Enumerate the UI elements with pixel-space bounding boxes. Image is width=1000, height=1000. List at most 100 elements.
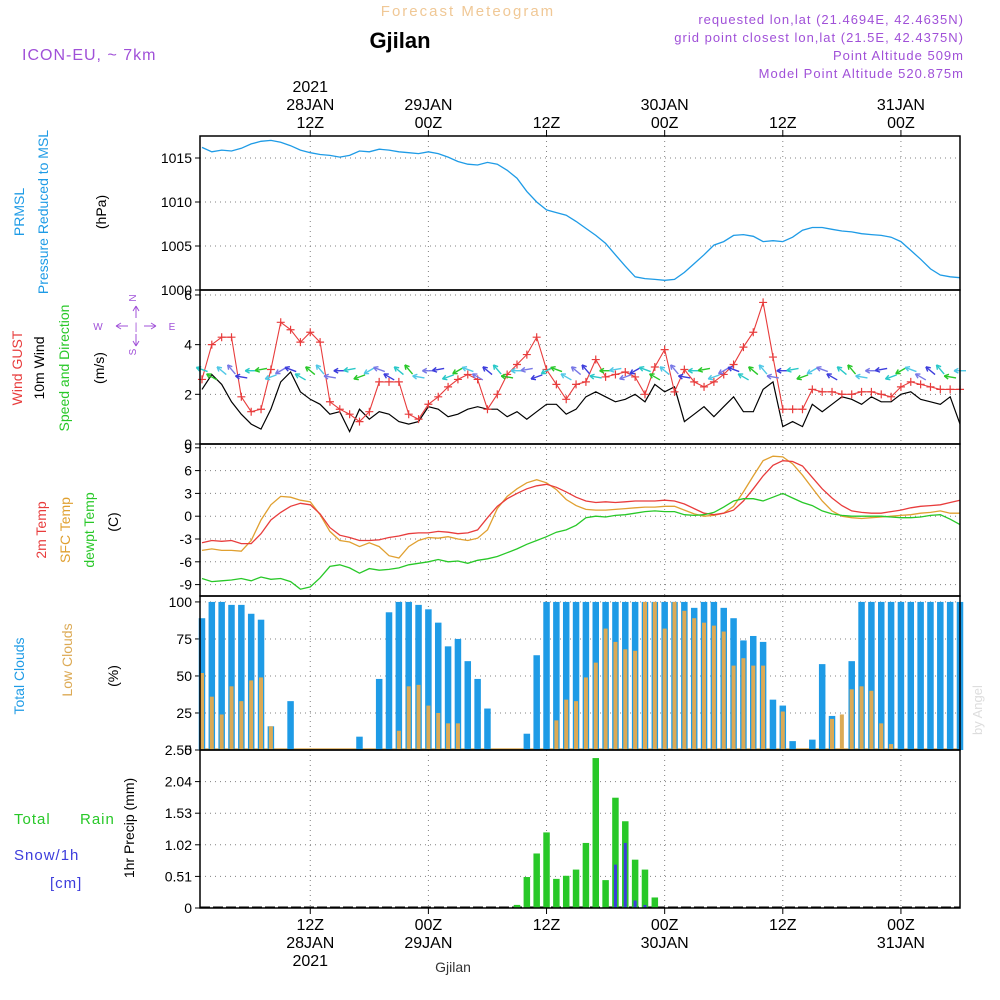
precip-label-axis: 1hr Precip (mm) (121, 778, 137, 878)
wind-direction-arrow (678, 373, 691, 380)
wind-gust-point (512, 360, 521, 369)
low-clouds-bar (849, 689, 854, 750)
wind-arrow-head (687, 367, 693, 374)
wind-arrow-head (914, 373, 921, 379)
low-clouds-bar (889, 744, 894, 750)
wind-arrow-head (412, 373, 418, 380)
total-clouds-bar (572, 601, 580, 750)
wind-direction-arrow (629, 367, 641, 375)
rain-bar (572, 869, 580, 908)
wind-direction-arrow (284, 365, 297, 373)
wind-arrow-shaft (748, 366, 759, 376)
wind-arrow-shaft (305, 366, 316, 376)
wind-arrow-head (678, 373, 684, 380)
wind-arrow-head (235, 373, 241, 380)
total-clouds-bar (434, 622, 442, 750)
wind-arrow-head (884, 374, 891, 381)
low-clouds-bar (209, 696, 214, 750)
rain-bar (651, 897, 659, 908)
wind-direction-arrow (441, 374, 454, 381)
pressure-label-desc: Pressure Reduced to MSL (35, 130, 51, 294)
wind-gust-point (365, 407, 374, 416)
compass-w: W (93, 322, 103, 333)
precip-y-tick-label: 0 (184, 900, 192, 916)
rain-bar (523, 877, 531, 908)
wind-y-tick-label: 2 (184, 386, 192, 402)
rain-bar (543, 832, 550, 908)
wind-arrow-shaft (915, 373, 927, 381)
compass-s: S (128, 348, 139, 355)
wind-gust-point (867, 387, 876, 396)
wind-direction-arrow (816, 365, 829, 373)
low-clouds-bar (219, 714, 224, 750)
wind-direction-arrow (904, 365, 917, 373)
wind-arrow-shaft (786, 367, 799, 372)
cloud-label-unit: (%) (105, 665, 121, 687)
temp-y-tick-label: -6 (180, 554, 193, 570)
wind-direction-arrow (363, 367, 375, 375)
watermark: by Angel (970, 685, 985, 735)
wind-gust-point (877, 390, 886, 399)
wind-arrow-shaft (550, 366, 563, 373)
wind-gust-point (257, 405, 266, 414)
wind-arrow-head (500, 373, 507, 380)
wind-direction-arrow (206, 373, 218, 381)
low-clouds-bar (416, 684, 421, 750)
total-clouds-bar (818, 664, 826, 750)
x-tick-label-top: 00Z (887, 115, 915, 132)
low-clouds-bar (239, 701, 244, 750)
wind-arrow-head (363, 369, 370, 375)
temp-label-unit: (C) (105, 512, 121, 531)
wind-arrow-shaft (343, 367, 356, 372)
rain-bar (641, 869, 649, 908)
wind-arrow-head (492, 364, 499, 370)
compass-e: E (169, 322, 176, 333)
total-clouds-bar (789, 741, 796, 750)
compass-icon: N W E S | (93, 294, 175, 355)
rain-bar (562, 875, 570, 908)
wind-arrow-head (816, 365, 822, 372)
wind-arrow-shaft (875, 367, 888, 372)
x-tick-label-bottom: 2021 (292, 953, 328, 970)
total-clouds-bar (887, 601, 895, 750)
wind-arrow-shaft (766, 375, 779, 379)
pressure-y-tick-label: 1005 (161, 238, 192, 254)
wind-y-tick-label: 6 (184, 287, 192, 303)
wind-direction-arrow (461, 365, 474, 373)
low-clouds-bar (633, 650, 638, 750)
clouds-y-tick-label: 100 (169, 594, 193, 610)
wind-arrow-head (461, 365, 468, 372)
wind-direction-arrow (638, 365, 651, 373)
wind-arrow-shaft (639, 366, 651, 373)
precip-label-cm: [cm] (50, 875, 82, 892)
wind-arrow-shaft (383, 373, 395, 381)
wind-arrow-shaft (501, 375, 514, 379)
wind-gust-point (394, 377, 403, 386)
low-clouds-bar (761, 665, 766, 750)
wind-direction-arrow (274, 367, 287, 375)
wind-arrow-head (629, 369, 635, 375)
wind-gust-point (601, 372, 610, 381)
wind-arrow-head (294, 373, 301, 379)
precip-y-tick-label: 1.53 (165, 805, 192, 821)
total-clouds-bar (464, 661, 472, 750)
precip-label-total: Total (14, 811, 51, 828)
low-clouds-bar (859, 686, 864, 750)
total-clouds-bar (533, 655, 540, 750)
wind-arrow-head (865, 367, 871, 374)
wind-gust-point (857, 387, 866, 396)
total-clouds-bar (208, 601, 216, 750)
wind-gust-point (768, 353, 777, 362)
x-tick-label-top: 12Z (296, 115, 324, 132)
x-tick-label-bottom: 30JAN (641, 935, 689, 952)
x-tick-label-top: 12Z (769, 115, 797, 132)
low-clouds-bar (839, 714, 844, 750)
wind-speed-line (201, 370, 961, 434)
requested-coords: requested lon,lat (21.4694E, 42.4635N) (698, 12, 964, 27)
footer-location: Gjilan (435, 959, 471, 975)
low-clouds-bar (446, 723, 451, 750)
wind-arrow-head (786, 366, 792, 373)
wind-gust-point (778, 405, 787, 414)
wind-direction-arrow (717, 367, 730, 375)
total-clouds-bar (907, 601, 915, 750)
